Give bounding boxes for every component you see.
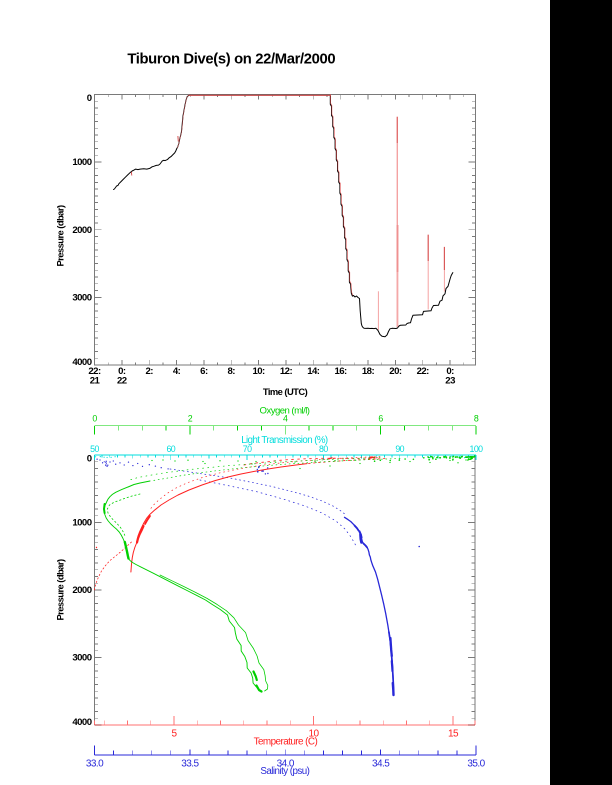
- svg-text:18:: 18:: [362, 366, 375, 377]
- svg-text:100: 100: [469, 444, 483, 454]
- svg-text:Temperature (C): Temperature (C): [254, 737, 318, 748]
- svg-text:0: 0: [92, 413, 97, 423]
- svg-text:16:: 16:: [334, 366, 347, 377]
- svg-text:8:: 8:: [227, 366, 235, 377]
- svg-text:23: 23: [445, 375, 455, 386]
- svg-text:14:: 14:: [307, 366, 320, 377]
- svg-text:5: 5: [171, 728, 177, 739]
- svg-text:3000: 3000: [72, 293, 91, 304]
- svg-text:Pressure (dbar): Pressure (dbar): [55, 559, 66, 620]
- svg-text:2000: 2000: [72, 225, 91, 236]
- svg-text:22:: 22:: [417, 366, 430, 377]
- svg-text:33.5: 33.5: [181, 758, 199, 769]
- svg-text:2: 2: [188, 413, 193, 423]
- svg-text:6: 6: [378, 413, 383, 423]
- svg-text:22:: 22:: [88, 366, 101, 377]
- svg-text:1000: 1000: [72, 518, 91, 529]
- svg-text:10:: 10:: [252, 366, 265, 377]
- svg-text:34.0: 34.0: [277, 758, 295, 769]
- svg-text:22: 22: [117, 375, 127, 386]
- svg-text:4000: 4000: [72, 717, 91, 728]
- svg-text:90: 90: [395, 444, 404, 454]
- svg-text:0:: 0:: [446, 366, 454, 377]
- svg-text:0:: 0:: [118, 366, 126, 377]
- svg-text:2:: 2:: [145, 366, 153, 377]
- svg-text:4000: 4000: [72, 357, 91, 368]
- svg-text:20:: 20:: [389, 366, 402, 377]
- svg-text:33.0: 33.0: [86, 758, 104, 769]
- svg-text:0: 0: [87, 93, 92, 104]
- svg-text:3000: 3000: [72, 653, 91, 664]
- svg-text:70: 70: [243, 444, 252, 454]
- svg-text:0: 0: [87, 454, 92, 465]
- svg-text:15: 15: [448, 728, 459, 739]
- svg-text:Time (UTC): Time (UTC): [263, 386, 308, 397]
- svg-text:4: 4: [283, 413, 288, 423]
- svg-text:Light Transmission (%): Light Transmission (%): [241, 435, 328, 446]
- svg-text:34.5: 34.5: [372, 758, 390, 769]
- svg-text:12:: 12:: [280, 366, 293, 377]
- svg-text:60: 60: [166, 444, 175, 454]
- svg-text:Pressure (dbar): Pressure (dbar): [55, 205, 66, 266]
- svg-text:35.0: 35.0: [467, 758, 485, 769]
- svg-text:21: 21: [90, 375, 101, 386]
- svg-text:Salinity (psu): Salinity (psu): [260, 766, 309, 777]
- svg-text:1000: 1000: [72, 157, 91, 168]
- svg-text:80: 80: [319, 444, 328, 454]
- svg-text:Oxygen (ml/l): Oxygen (ml/l): [260, 405, 310, 416]
- svg-text:4:: 4:: [173, 366, 181, 377]
- svg-text:6:: 6:: [200, 366, 208, 377]
- svg-text:Tiburon Dive(s) on 22/Mar/2000: Tiburon Dive(s) on 22/Mar/2000: [127, 51, 335, 67]
- svg-text:10: 10: [308, 728, 319, 739]
- svg-text:2000: 2000: [72, 585, 91, 596]
- svg-text:50: 50: [90, 444, 99, 454]
- svg-text:8: 8: [474, 413, 479, 423]
